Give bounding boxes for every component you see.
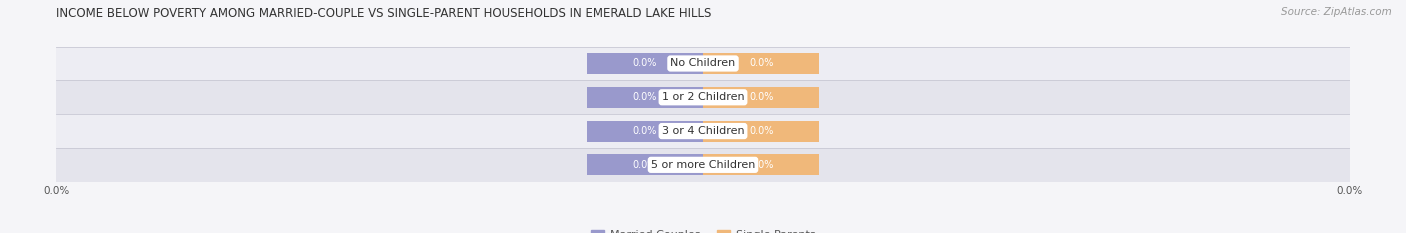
Text: 0.0%: 0.0% [633,126,657,136]
Legend: Married Couples, Single Parents: Married Couples, Single Parents [586,225,820,233]
Text: 1 or 2 Children: 1 or 2 Children [662,92,744,102]
Bar [586,121,703,141]
Bar [56,148,1350,182]
Text: 0.0%: 0.0% [749,160,773,170]
Text: 0.0%: 0.0% [633,58,657,69]
Bar [703,154,820,175]
Text: 0.0%: 0.0% [633,160,657,170]
Text: 0.0%: 0.0% [749,58,773,69]
Text: 0.0%: 0.0% [633,92,657,102]
Text: INCOME BELOW POVERTY AMONG MARRIED-COUPLE VS SINGLE-PARENT HOUSEHOLDS IN EMERALD: INCOME BELOW POVERTY AMONG MARRIED-COUPL… [56,7,711,20]
Bar [586,87,703,108]
Bar [703,121,820,141]
Bar [586,154,703,175]
Text: No Children: No Children [671,58,735,69]
Text: 3 or 4 Children: 3 or 4 Children [662,126,744,136]
Text: 0.0%: 0.0% [749,92,773,102]
Bar [703,53,820,74]
Bar [703,87,820,108]
Text: 0.0%: 0.0% [749,126,773,136]
Bar [56,114,1350,148]
Bar [56,47,1350,80]
Text: 5 or more Children: 5 or more Children [651,160,755,170]
Text: Source: ZipAtlas.com: Source: ZipAtlas.com [1281,7,1392,17]
Bar [56,80,1350,114]
Bar [586,53,703,74]
